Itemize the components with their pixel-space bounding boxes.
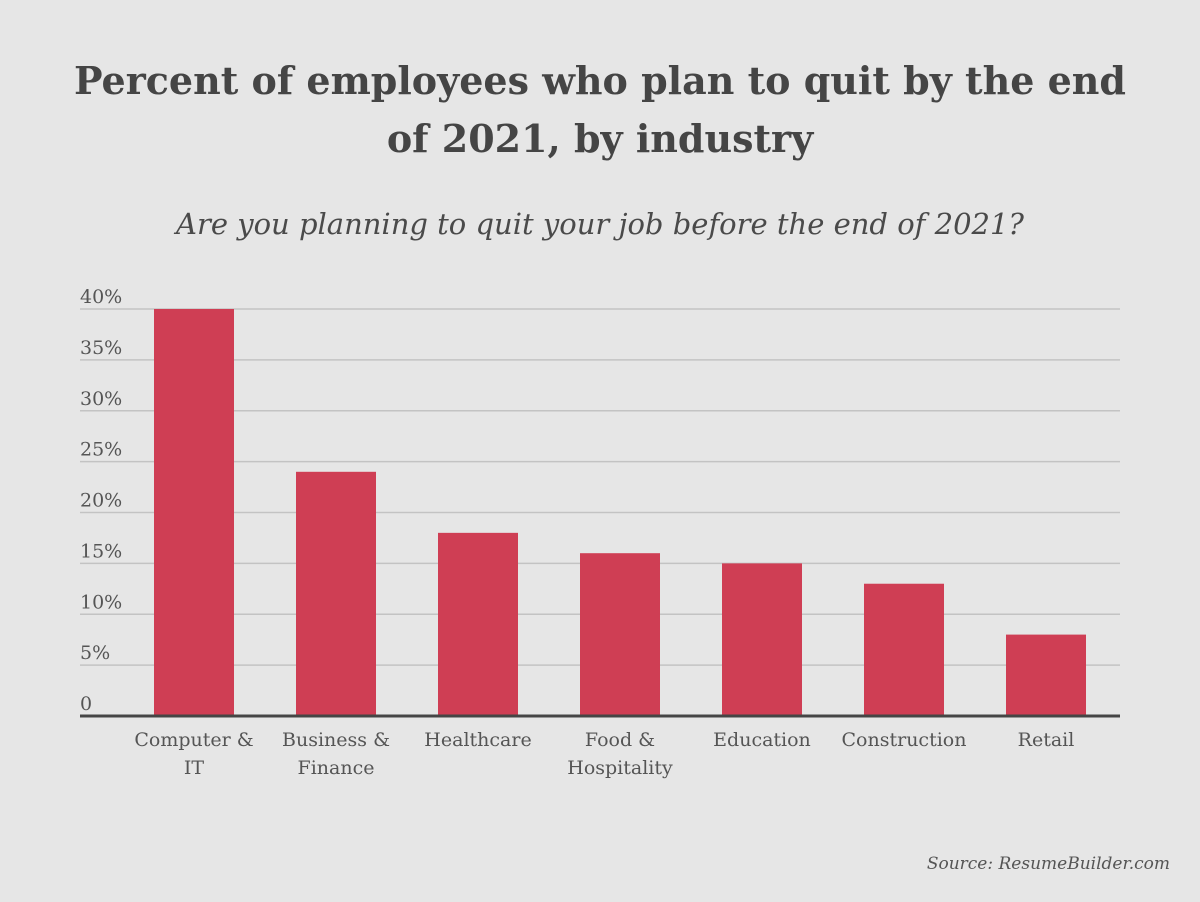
y-tick-label: 10% [80, 591, 122, 613]
x-tick-label: Food & Hospitality [567, 729, 673, 779]
bar [580, 553, 660, 716]
bar [1006, 634, 1086, 716]
bar [722, 563, 802, 716]
bar [438, 532, 518, 716]
x-tick-label: Construction [842, 729, 967, 751]
y-tick-label: 20% [80, 490, 122, 512]
y-tick-label: 35% [80, 337, 122, 359]
x-tick-label: Retail [1018, 729, 1075, 751]
y-tick-label: 30% [80, 388, 122, 410]
y-tick-label: 25% [80, 439, 122, 461]
y-tick-label: 15% [80, 540, 122, 562]
x-tick-label: Business & Finance [282, 729, 390, 779]
bar [864, 583, 944, 716]
y-tick-label: 5% [80, 642, 110, 664]
x-tick-label: Computer & IT [134, 729, 253, 779]
y-tick-label: 0 [80, 693, 92, 715]
bar [296, 471, 376, 716]
bar [154, 309, 234, 716]
y-tick-label: 40% [80, 286, 122, 308]
x-tick-label: Healthcare [424, 729, 531, 751]
source-note: Source: ResumeBuilder.com [926, 854, 1170, 874]
x-tick-label: Education [713, 729, 811, 751]
chart-subtitle: Are you planning to quit your job before… [176, 207, 1024, 241]
chart-title: Percent of employees who plan to quit by… [74, 58, 1126, 161]
